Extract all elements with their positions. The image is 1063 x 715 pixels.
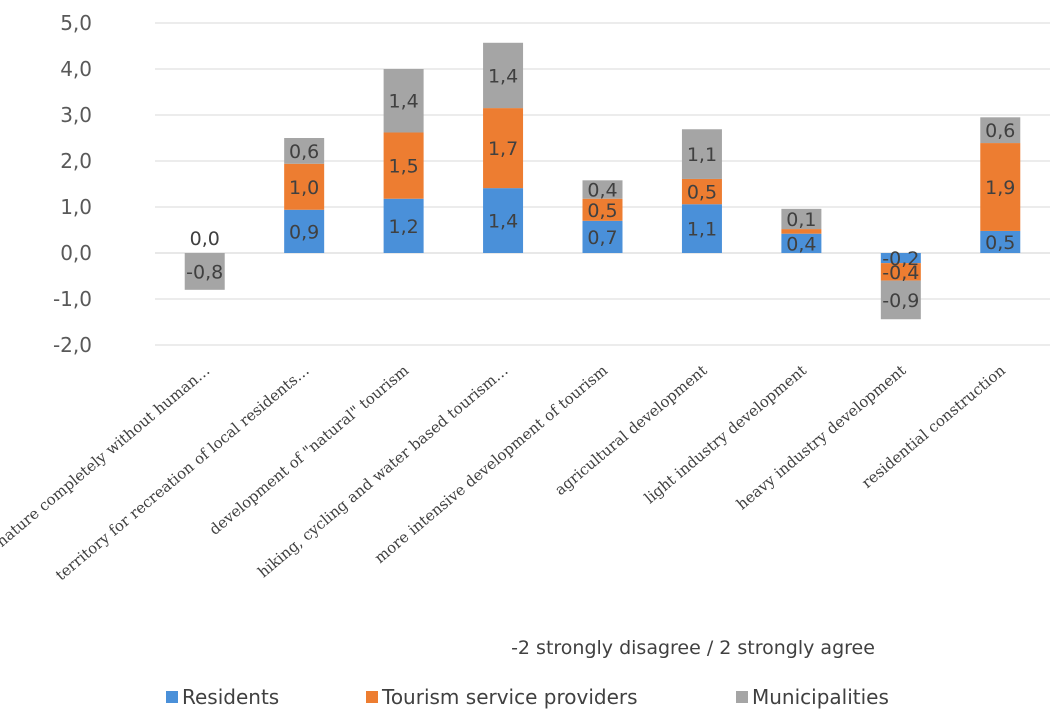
bar-segment — [681, 178, 722, 205]
bar-segment — [880, 280, 921, 320]
y-tick-label: 4,0 — [60, 57, 92, 81]
data-label: 0,5 — [687, 182, 717, 204]
data-label: 1,4 — [488, 65, 518, 87]
data-label: 1,5 — [389, 156, 419, 178]
data-label: 1,1 — [687, 144, 717, 166]
bar-segment — [880, 263, 921, 281]
bar-segment — [383, 198, 424, 253]
data-label: -0,2 — [882, 248, 919, 270]
bar-segment — [483, 108, 524, 189]
y-tick-label: 5,0 — [60, 11, 92, 35]
data-label: 0,5 — [985, 232, 1015, 254]
data-label: 0,5 — [587, 200, 617, 222]
data-label: 0,4 — [587, 180, 617, 202]
legend-label: Tourism service providers — [381, 685, 638, 709]
y-tick-label: 2,0 — [60, 149, 92, 173]
bar-segment — [781, 208, 822, 230]
bar-segment — [483, 188, 524, 253]
data-label: 0,0 — [190, 228, 220, 250]
y-tick-label: -2,0 — [53, 333, 92, 357]
data-label: 0,6 — [289, 141, 319, 163]
data-label: 1,9 — [985, 177, 1015, 199]
bar-segment — [383, 69, 424, 133]
bar-segment — [880, 253, 921, 264]
bar-segment — [681, 204, 722, 253]
data-label: -0,4 — [882, 262, 919, 284]
bar-segment — [582, 220, 623, 253]
legend: Residents Tourism service providers Munici… — [166, 685, 889, 709]
data-label: 0,4 — [786, 233, 816, 255]
data-label: 1,4 — [389, 91, 419, 113]
y-tick-label: 3,0 — [60, 103, 92, 127]
data-label: 1,7 — [488, 138, 518, 160]
data-label: 0,6 — [985, 120, 1015, 142]
data-label: 0,9 — [289, 221, 319, 243]
bar-segment — [980, 117, 1021, 144]
legend-swatch — [366, 691, 378, 703]
bar-segment — [284, 163, 325, 210]
category-label: development of "natural" tourism — [206, 361, 413, 538]
data-label: 1,0 — [289, 177, 319, 199]
bar-segment — [980, 143, 1021, 231]
legend-swatch — [166, 691, 178, 703]
data-label: -0,9 — [882, 290, 919, 312]
y-axis-ticks: -2,0 -1,0 0,0 1,0 2,0 3,0 4,0 5,0 — [53, 11, 92, 357]
x-axis-title: -2 strongly disagree / 2 strongly agree — [511, 637, 875, 659]
bar-segment — [582, 198, 623, 221]
bar-segment — [184, 253, 225, 290]
category-label: nature completely without human… — [0, 361, 213, 550]
bar-segment — [284, 138, 325, 164]
data-label: 1,2 — [389, 216, 419, 238]
bar-segment — [383, 132, 424, 199]
y-tick-label: -1,0 — [53, 287, 92, 311]
data-label: 0,1 — [786, 209, 816, 231]
y-tick-label: 1,0 — [60, 195, 92, 219]
data-label: 0,7 — [587, 227, 617, 249]
legend-swatch — [736, 691, 748, 703]
bar-segment — [781, 229, 822, 234]
y-tick-label: 0,0 — [60, 241, 92, 265]
bar-segment — [582, 180, 623, 199]
category-label: light industry development — [641, 361, 810, 507]
data-label: -0,8 — [186, 261, 223, 283]
category-labels: nature completely without human…territor… — [0, 361, 1009, 584]
bar-segment — [284, 209, 325, 253]
bar-segment — [681, 129, 722, 179]
legend-label: Residents — [182, 685, 279, 709]
bar-segment — [483, 42, 524, 109]
bars — [184, 42, 1021, 320]
bar-segment — [980, 230, 1021, 253]
data-label: 1,4 — [488, 211, 518, 233]
category-label: heavy industry development — [733, 361, 909, 513]
bar-segment — [781, 233, 822, 253]
data-label: 1,1 — [687, 219, 717, 241]
legend-label: Municipalities — [752, 685, 889, 709]
data-labels: 0,0 -0,8 0,9 1,0 0,6 1,2 1,5 1,4 1,4 1,7 1,4 0,7 0,5… — [186, 65, 1015, 311]
